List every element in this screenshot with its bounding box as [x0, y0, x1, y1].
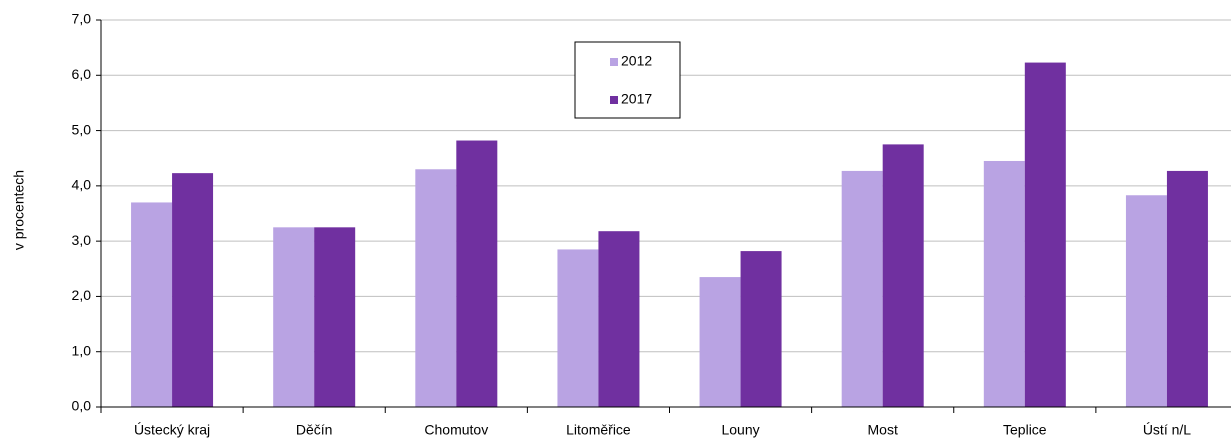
- bar: [882, 144, 924, 407]
- legend-box: [574, 41, 681, 119]
- bar: [456, 140, 498, 407]
- x-tick-label: Litoměřice: [566, 422, 631, 438]
- bar: [1125, 195, 1167, 407]
- legend-label: 2012: [621, 53, 652, 69]
- x-tick-label: Ústecký kraj: [134, 422, 210, 438]
- legend: 2012 2017: [574, 41, 681, 119]
- y-tick-label: 3,0: [72, 232, 92, 248]
- legend-swatch: [610, 58, 618, 66]
- bar: [415, 169, 457, 407]
- x-tick-label: Louny: [721, 422, 759, 438]
- x-tick-label: Ústí n/L: [1143, 422, 1191, 438]
- bar: [841, 170, 883, 407]
- y-tick-label: 7,0: [72, 11, 92, 27]
- y-tick-label: 6,0: [72, 66, 92, 82]
- bar: [740, 251, 782, 407]
- bar: [598, 231, 640, 407]
- y-tick-label: 0,0: [72, 398, 92, 414]
- x-tick-label: Chomutov: [424, 422, 488, 438]
- bar: [314, 227, 356, 407]
- bar: [1166, 170, 1208, 407]
- bar: [983, 160, 1025, 407]
- y-tick-label: 1,0: [72, 342, 92, 358]
- bar: [557, 249, 599, 407]
- x-tick-label: Děčín: [296, 422, 333, 438]
- bar: [172, 173, 214, 407]
- x-tick-label: Most: [868, 422, 898, 438]
- y-axis-label: v procentech: [11, 170, 27, 250]
- legend-label: 2017: [621, 91, 652, 107]
- bar: [131, 202, 173, 407]
- y-tick-label: 4,0: [72, 177, 92, 193]
- x-tick-label: Teplice: [1003, 422, 1047, 438]
- bar: [273, 227, 315, 407]
- bar: [1024, 62, 1066, 407]
- legend-swatch: [610, 96, 618, 104]
- bar: [699, 277, 741, 407]
- y-tick-label: 2,0: [72, 287, 92, 303]
- y-tick-label: 5,0: [72, 121, 92, 137]
